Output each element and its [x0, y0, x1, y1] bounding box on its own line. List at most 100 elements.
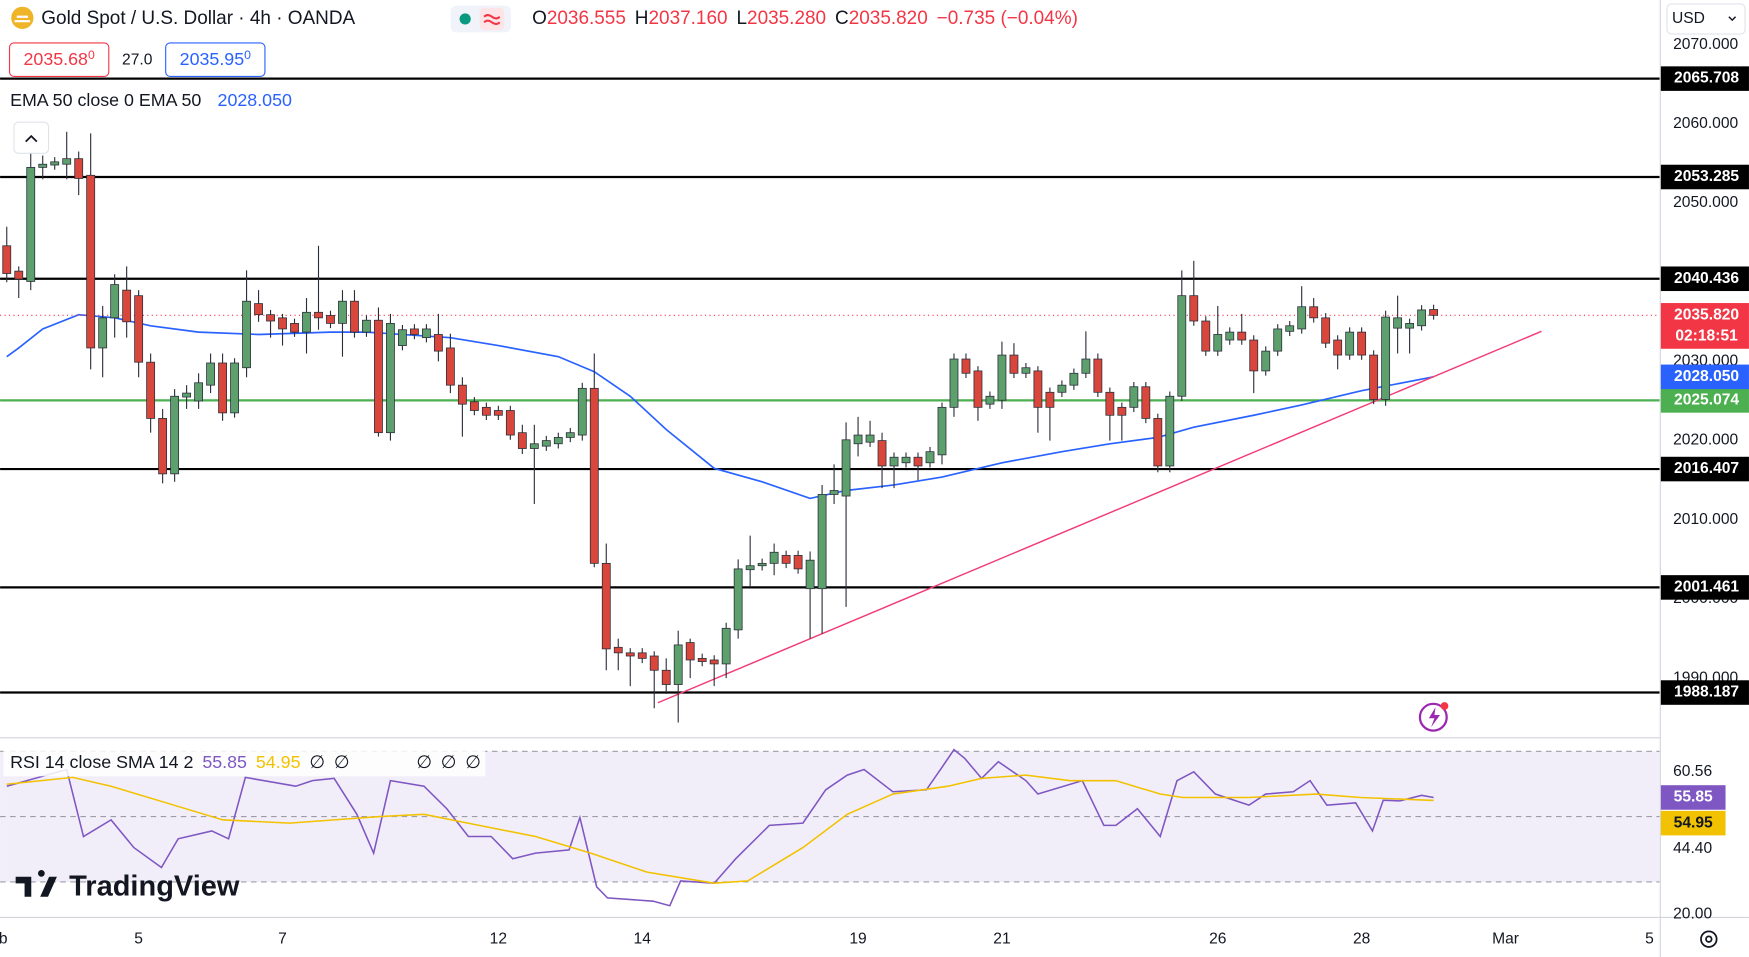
candle-body: [1405, 323, 1415, 329]
candle-body: [1213, 334, 1223, 352]
candle-body: [110, 284, 120, 319]
candle-body: [38, 163, 48, 168]
rsi-value-box: [1660, 810, 1726, 836]
y-tick-label: 2050.000: [1673, 194, 1738, 211]
candle-body: [937, 406, 947, 456]
candle-body: [1417, 309, 1427, 327]
alert-bolt: [1428, 707, 1440, 728]
ohlc-values: O2036.555 H2037.160 L2035.280 C2035.820 −0.7…: [532, 8, 1078, 29]
candle-body: [949, 358, 959, 408]
rsi-line: [6, 748, 1434, 907]
rsi-line: [6, 774, 1434, 884]
candle-body: [1189, 295, 1199, 322]
candle-body: [302, 311, 311, 333]
rsi-value-box: [1660, 785, 1726, 810]
candle-body: [146, 361, 156, 419]
rsi-legend-empty: ∅: [441, 752, 457, 772]
candle-body: [1309, 306, 1319, 319]
candle-body: [541, 440, 551, 447]
indicator-value: 2028.050: [218, 90, 292, 110]
candle-body: [517, 432, 527, 449]
candle-body: [1177, 295, 1187, 397]
candle-body: [170, 395, 180, 475]
candle-body: [278, 317, 287, 330]
level-box: [1660, 164, 1749, 190]
level-label: 2016.407: [1674, 460, 1739, 477]
candle-body: [685, 642, 695, 661]
candle-body: [206, 362, 215, 386]
x-tick-label: 26: [1209, 930, 1226, 947]
candle-body: [1009, 354, 1019, 374]
candle-body: [613, 646, 623, 654]
candle-body: [481, 406, 491, 416]
rsi-legend-bg: [3, 749, 486, 777]
logo-text: TradingView: [69, 871, 240, 903]
candle-body: [422, 328, 431, 339]
y-tick-label: 2070.000: [1673, 36, 1738, 53]
level-box: [1660, 66, 1749, 91]
ema-price-box: [1660, 364, 1749, 390]
candle-body: [673, 644, 683, 685]
candle-body: [865, 434, 875, 443]
candle-body: [182, 392, 192, 398]
candle-body: [410, 328, 419, 335]
ohlc-value: 2035.820: [849, 8, 928, 29]
trend-line: [657, 330, 1542, 704]
candle-body: [230, 362, 239, 414]
candle-body: [805, 559, 815, 590]
candle-body: [781, 555, 791, 564]
candle-body: [565, 432, 575, 438]
level-label: 1988.187: [1674, 684, 1739, 701]
candle-body: [1261, 350, 1271, 372]
candle-body: [493, 410, 503, 416]
candle-body: [433, 334, 443, 352]
change-value: −0.735 (−0.04%): [937, 8, 1078, 29]
settings-button[interactable]: [1700, 930, 1718, 948]
x-tick-label: 12: [490, 930, 507, 947]
candle-body: [529, 443, 539, 449]
ema-price-label: 2028.050: [1674, 368, 1739, 385]
candle-body: [1249, 339, 1259, 372]
symbol-title: Gold Spot / U.S. Dollar · 4h · OANDA: [41, 8, 355, 29]
candle-body: [793, 555, 803, 570]
candle-body: [829, 490, 839, 495]
candle-body: [769, 551, 779, 564]
candle-body: [1129, 386, 1139, 408]
ohlc-key: H: [635, 8, 649, 29]
candle-body: [709, 659, 719, 665]
candle-body: [889, 456, 899, 467]
candle-body: [1081, 358, 1091, 374]
candle-body: [266, 314, 275, 322]
y-tick-label: 2060.000: [1673, 115, 1738, 132]
symbol-icon-mark: [14, 15, 31, 23]
candle-body: [362, 319, 371, 333]
rsi-value-label: 55.85: [1674, 789, 1713, 806]
candle-body: [350, 300, 359, 333]
ohlc-value: 2036.555: [547, 8, 626, 29]
time-axis: b 5 7 12 14 19 21 26 28 Mar 5: [0, 930, 1654, 947]
x-tick-label: Mar: [1492, 930, 1519, 947]
ohlc-key: O: [532, 8, 547, 29]
price-pane: [0, 77, 1660, 723]
candle-body: [553, 437, 563, 445]
candle-body: [1033, 370, 1043, 408]
candle-body: [1105, 391, 1115, 416]
candle-body: [1381, 316, 1391, 400]
candle-body: [1093, 358, 1103, 393]
sell-button[interactable]: [8, 42, 110, 77]
alert-icon[interactable]: [1418, 702, 1449, 732]
candle-body: [1069, 372, 1079, 386]
x-tick-label: 5: [134, 930, 143, 947]
candle-body: [577, 387, 587, 436]
rsi-legend-empty: ∅: [416, 752, 432, 772]
collapse-button[interactable]: [13, 121, 50, 154]
currency-box[interactable]: [1666, 3, 1746, 35]
candle-body: [1297, 306, 1307, 330]
buy-button[interactable]: [165, 42, 266, 77]
candle-body: [457, 384, 467, 405]
candle-body: [1153, 418, 1163, 467]
candle-body: [158, 418, 168, 475]
candle-body: [1333, 339, 1343, 356]
currency-select[interactable]: USD: [1666, 3, 1746, 35]
